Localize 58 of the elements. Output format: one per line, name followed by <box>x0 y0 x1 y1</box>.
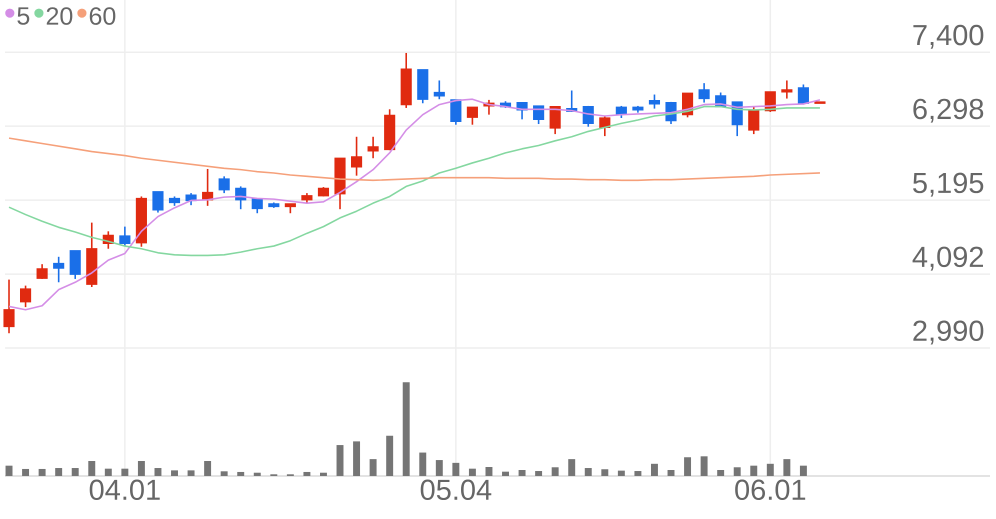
bar <box>188 470 195 476</box>
bar <box>668 470 674 476</box>
bar <box>468 468 476 476</box>
y-tick-label: 5,195 <box>913 172 984 197</box>
bar <box>584 468 592 476</box>
bar <box>55 468 62 476</box>
bar <box>138 460 145 476</box>
bar <box>800 466 807 476</box>
bar <box>254 472 261 476</box>
bar <box>22 468 30 476</box>
y-tick-label: 2,990 <box>913 320 984 344</box>
bar <box>568 459 576 476</box>
legend-label: 60 <box>90 7 116 25</box>
bar <box>634 471 642 476</box>
bar <box>237 472 244 476</box>
bar <box>766 464 774 476</box>
y-tick-label: 7,400 <box>913 24 984 49</box>
bar <box>303 472 310 476</box>
bar <box>220 471 228 476</box>
bar <box>6 466 12 476</box>
bar <box>601 469 608 476</box>
x-tick-label: 05.04 <box>420 480 492 500</box>
bar <box>750 466 758 476</box>
bar <box>204 460 212 476</box>
legend-label: 20 <box>46 7 72 25</box>
bar <box>502 472 509 476</box>
x-tick-label: 06.01 <box>735 480 806 500</box>
bar <box>552 467 559 476</box>
bar <box>154 468 162 476</box>
bar <box>320 472 327 476</box>
bar <box>171 470 178 476</box>
bar <box>402 382 410 476</box>
legend-label: 5 <box>17 7 30 25</box>
bar <box>353 441 360 476</box>
bar <box>452 462 460 476</box>
y-tick-label: 6,298 <box>913 98 984 123</box>
bar <box>72 468 79 476</box>
bar <box>370 459 377 476</box>
bar <box>684 457 692 476</box>
bar <box>518 470 526 476</box>
bar <box>38 468 46 476</box>
bar <box>336 445 344 476</box>
bar <box>121 468 128 476</box>
bar <box>386 436 394 476</box>
bar <box>700 456 708 476</box>
bar <box>717 470 724 476</box>
bar <box>485 466 492 476</box>
bar <box>88 460 96 476</box>
bar <box>618 470 625 476</box>
bar <box>419 452 426 476</box>
bar <box>104 468 112 476</box>
bar <box>650 464 658 476</box>
bar <box>783 459 790 476</box>
y-tick-label: 4,092 <box>912 246 983 271</box>
bar <box>436 460 443 476</box>
bar <box>535 471 542 476</box>
x-tick-label: 04.01 <box>90 480 160 500</box>
bar <box>734 467 741 476</box>
